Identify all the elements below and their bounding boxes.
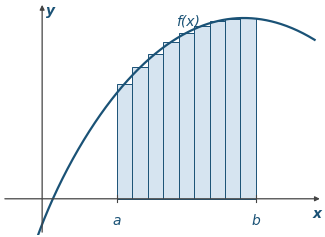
Bar [132, 67, 148, 199]
Text: f(x): f(x) [176, 14, 200, 28]
Bar [163, 42, 179, 199]
Bar [240, 18, 256, 199]
Text: b: b [252, 214, 260, 228]
Text: a: a [113, 214, 121, 228]
Bar [148, 54, 163, 199]
Bar [117, 84, 132, 199]
Text: x: x [313, 207, 322, 221]
Text: y: y [46, 4, 55, 18]
Bar [225, 18, 240, 199]
Bar [210, 21, 225, 199]
Bar [179, 33, 194, 199]
Bar [194, 26, 210, 199]
